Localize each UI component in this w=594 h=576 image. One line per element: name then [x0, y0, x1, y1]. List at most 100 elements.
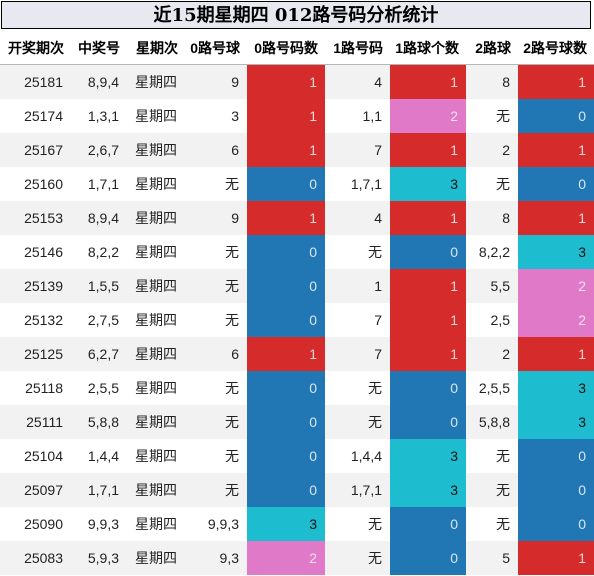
table-row: 25167 2,6,7 星期四 6 1 7 1 2 1 [0, 133, 594, 167]
winning-number-cell: 5,8,8 [71, 405, 127, 439]
route0-balls-cell: 9 [185, 201, 247, 235]
route0-count-cell: 0 [247, 371, 325, 405]
route0-balls-cell: 无 [185, 167, 247, 201]
route1-balls-cell: 无 [325, 371, 390, 405]
route0-count-cell: 3 [247, 507, 325, 541]
winning-number-cell: 1,7,1 [71, 473, 127, 507]
weekday-cell: 星期四 [127, 371, 185, 405]
route0-balls-cell: 9,9,3 [185, 507, 247, 541]
issue-cell: 25118 [0, 371, 71, 405]
route0-count-cell: 1 [247, 337, 325, 371]
route0-count-cell: 0 [247, 473, 325, 507]
issue-cell: 25174 [0, 99, 71, 133]
route2-balls-cell: 8,2,2 [466, 235, 518, 269]
route1-count-cell: 1 [390, 269, 466, 303]
weekday-cell: 星期四 [127, 269, 185, 303]
route2-count-cell: 0 [518, 507, 594, 541]
winning-number-cell: 8,2,2 [71, 235, 127, 269]
route1-balls-cell: 无 [325, 507, 390, 541]
table-row: 25083 5,9,3 星期四 9,3 2 无 0 5 1 [0, 541, 594, 575]
route2-balls-cell: 5,8,8 [466, 405, 518, 439]
col-header-route1-balls: 1路号码 [325, 31, 390, 65]
winning-number-cell: 9,9,3 [71, 507, 127, 541]
route2-count-cell: 0 [518, 99, 594, 133]
route2-balls-cell: 无 [466, 439, 518, 473]
route0-balls-cell: 无 [185, 303, 247, 337]
route1-count-cell: 1 [390, 64, 466, 99]
col-header-weekday: 星期次 [127, 31, 185, 65]
route1-count-cell: 0 [390, 541, 466, 575]
weekday-cell: 星期四 [127, 99, 185, 133]
table-body: 25181 8,9,4 星期四 9 1 4 1 8 1 25174 1,3,1 星期四 3 1 1,1 2 无 0… [0, 64, 594, 575]
route2-count-cell: 0 [518, 473, 594, 507]
weekday-cell: 星期四 [127, 405, 185, 439]
route0-balls-cell: 9,3 [185, 541, 247, 575]
winning-number-cell: 2,7,5 [71, 303, 127, 337]
table-row: 25181 8,9,4 星期四 9 1 4 1 8 1 [0, 64, 594, 99]
route1-balls-cell: 1 [325, 269, 390, 303]
route2-balls-cell: 无 [466, 167, 518, 201]
issue-cell: 25181 [0, 64, 71, 99]
route2-count-cell: 3 [518, 405, 594, 439]
issue-cell: 25090 [0, 507, 71, 541]
winning-number-cell: 1,7,1 [71, 167, 127, 201]
weekday-cell: 星期四 [127, 303, 185, 337]
weekday-cell: 星期四 [127, 235, 185, 269]
route0-balls-cell: 无 [185, 473, 247, 507]
route2-balls-cell: 2,5,5 [466, 371, 518, 405]
weekday-cell: 星期四 [127, 64, 185, 99]
table-row: 25104 1,4,4 星期四无 0 1,4,4 3 无 0 [0, 439, 594, 473]
route2-balls-cell: 2,5 [466, 303, 518, 337]
issue-cell: 25160 [0, 167, 71, 201]
route1-count-cell: 3 [390, 167, 466, 201]
route1-balls-cell: 7 [325, 303, 390, 337]
col-header-winning-number: 中奖号 [71, 31, 127, 65]
table-row: 25090 9,9,3 星期四 9,9,3 3 无 0 无 0 [0, 507, 594, 541]
col-header-route2-count: 2路号球数 [518, 31, 594, 65]
route0-count-cell: 0 [247, 167, 325, 201]
route2-count-cell: 1 [518, 133, 594, 167]
issue-cell: 25153 [0, 201, 71, 235]
route1-count-cell: 1 [390, 133, 466, 167]
route1-balls-cell: 1,7,1 [325, 167, 390, 201]
route2-count-cell: 3 [518, 235, 594, 269]
route1-count-cell: 0 [390, 371, 466, 405]
route2-balls-cell: 无 [466, 473, 518, 507]
table-row: 25146 8,2,2 星期四无 0 无 0 8,2,2 3 [0, 235, 594, 269]
table-row: 25174 1,3,1 星期四 3 1 1,1 2 无 0 [0, 99, 594, 133]
route1-count-cell: 1 [390, 337, 466, 371]
route2-count-cell: 0 [518, 439, 594, 473]
route1-balls-cell: 无 [325, 235, 390, 269]
route2-count-cell: 1 [518, 541, 594, 575]
route2-count-cell: 2 [518, 269, 594, 303]
route1-balls-cell: 1,7,1 [325, 473, 390, 507]
issue-cell: 25125 [0, 337, 71, 371]
route2-balls-cell: 8 [466, 64, 518, 99]
weekday-cell: 星期四 [127, 167, 185, 201]
route2-balls-cell: 5,5 [466, 269, 518, 303]
route2-balls-cell: 无 [466, 507, 518, 541]
route2-count-cell: 3 [518, 371, 594, 405]
table-row: 25111 5,8,8 星期四无 0 无 0 5,8,8 3 [0, 405, 594, 439]
route0-count-cell: 0 [247, 269, 325, 303]
route1-count-cell: 2 [390, 99, 466, 133]
winning-number-cell: 1,5,5 [71, 269, 127, 303]
route0-count-cell: 1 [247, 99, 325, 133]
winning-number-cell: 2,5,5 [71, 371, 127, 405]
route1-balls-cell: 4 [325, 64, 390, 99]
winning-number-cell: 2,6,7 [71, 133, 127, 167]
issue-cell: 25146 [0, 235, 71, 269]
route1-balls-cell: 4 [325, 201, 390, 235]
issue-cell: 25167 [0, 133, 71, 167]
col-header-issue: 开奖期次 [0, 31, 71, 65]
route0-balls-cell: 6 [185, 133, 247, 167]
stats-table: 开奖期次 中奖号 星期次 0路号球 0路号码数 1路号码 1路球个数 2路球 2… [0, 31, 594, 575]
weekday-cell: 星期四 [127, 541, 185, 575]
route2-count-cell: 1 [518, 337, 594, 371]
issue-cell: 25132 [0, 303, 71, 337]
route2-balls-cell: 8 [466, 201, 518, 235]
route1-balls-cell: 1,1 [325, 99, 390, 133]
issue-cell: 25139 [0, 269, 71, 303]
weekday-cell: 星期四 [127, 201, 185, 235]
